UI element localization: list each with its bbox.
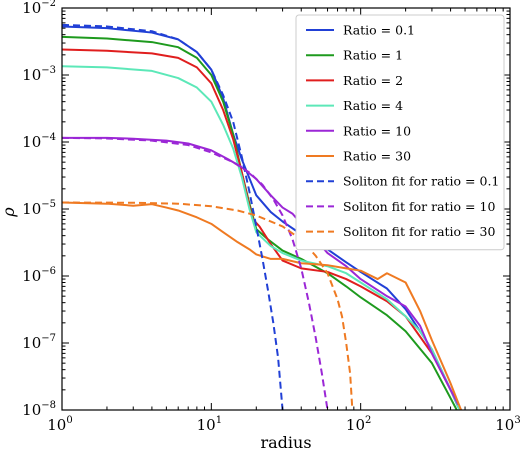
legend-label-1: Ratio = 1 [343, 48, 403, 63]
y-tick-label: 10−5 [22, 199, 56, 218]
series-line-1 [62, 35, 458, 410]
x-tick-label: 102 [346, 415, 371, 434]
y-tick-label: 10−8 [22, 400, 56, 419]
legend-label-4: Ratio = 10 [343, 123, 411, 138]
legend: Ratio = 0.1 Ratio = 1 Ratio = 2 Ratio = 4 Ra… [295, 14, 505, 251]
x-tick-label: 103 [495, 415, 520, 434]
legend-label-5: Ratio = 30 [343, 149, 411, 164]
series-line-4 [62, 136, 460, 406]
legend-label-8: Soliton fit for ratio = 30 [343, 224, 495, 239]
legend-label-6: Soliton fit for ratio = 0.1 [343, 174, 499, 189]
y-tick-label: 10−4 [22, 132, 56, 151]
legend-label-7: Soliton fit for ratio = 10 [343, 199, 495, 214]
x-tick-label: 100 [47, 415, 72, 434]
y-tick-label: 10−3 [22, 65, 56, 84]
plot-frame [61, 7, 511, 411]
legend-label-2: Ratio = 2 [343, 73, 403, 88]
legend-label-0: Ratio = 0.1 [343, 23, 415, 38]
series-line-3 [62, 65, 461, 410]
legend-label-3: Ratio = 4 [343, 98, 403, 113]
series-line-7 [62, 136, 329, 410]
series-line-5 [62, 201, 462, 410]
x-axis-label: radius [260, 433, 311, 452]
y-axis-label: ρ [0, 207, 18, 218]
y-tick-label: 10−2 [22, 0, 56, 17]
x-tick-label: 101 [197, 415, 222, 434]
legend-box [295, 14, 505, 251]
y-tick-label: 10−7 [22, 333, 56, 352]
y-tick-label: 10−6 [22, 266, 56, 285]
series-line-6 [62, 23, 284, 410]
